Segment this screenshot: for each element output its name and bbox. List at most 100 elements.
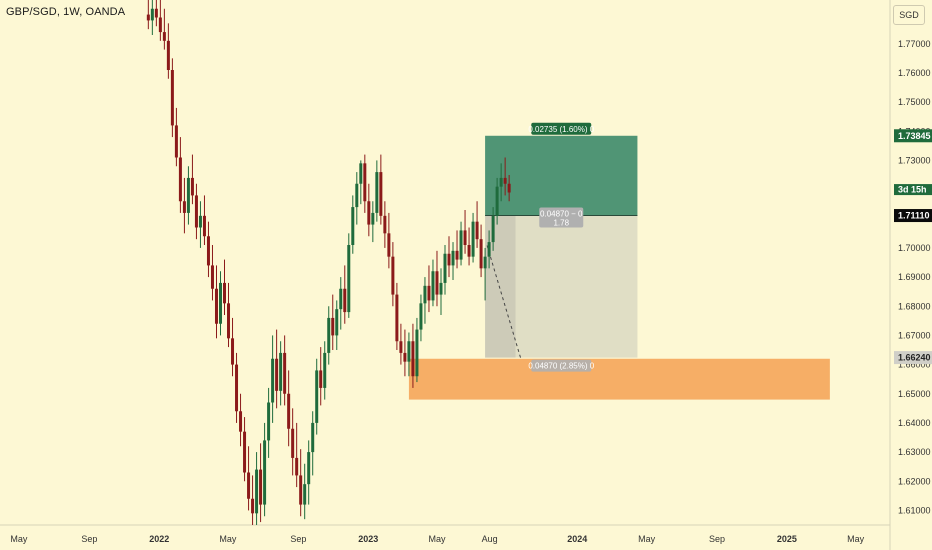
candle-body xyxy=(407,341,411,362)
trend-dashed-line xyxy=(486,245,522,360)
candle-body xyxy=(279,352,283,391)
candle-body xyxy=(359,163,363,184)
candle-body xyxy=(214,288,218,324)
x-tick-label: Sep xyxy=(709,534,725,544)
candle-body xyxy=(166,40,170,70)
candle-body xyxy=(347,245,351,313)
candle-body xyxy=(299,475,303,505)
candle-body xyxy=(399,341,403,353)
candle-body xyxy=(218,282,222,324)
demand-zone xyxy=(408,358,830,400)
y-tick-label: 1.68000 xyxy=(898,301,931,311)
candle-body xyxy=(235,364,239,412)
y-tick-label: 1.61000 xyxy=(898,505,931,515)
candle-body xyxy=(495,186,499,216)
candle-body xyxy=(210,265,214,289)
candle-body xyxy=(227,303,231,339)
candle-body xyxy=(415,329,419,377)
candle-body xyxy=(323,352,327,388)
candle-body xyxy=(271,358,275,403)
candle-body xyxy=(315,370,319,423)
candle-body xyxy=(162,32,166,41)
candle-body xyxy=(275,358,279,391)
stop-label: 0.04870 (2.85%) 0 xyxy=(528,362,594,371)
currency-button[interactable]: SGD xyxy=(893,5,925,25)
x-tick-label: May xyxy=(847,534,865,544)
x-tick-label: May xyxy=(10,534,28,544)
candle-body xyxy=(351,207,355,245)
candle-body xyxy=(383,215,387,234)
candle-body xyxy=(471,221,475,257)
y-tick-label: 1.63000 xyxy=(898,447,931,457)
candle-body xyxy=(243,431,247,473)
candle-body xyxy=(391,256,395,295)
y-tick-label: 1.77000 xyxy=(898,39,931,49)
candle-body xyxy=(202,215,206,237)
x-tick-label: 2025 xyxy=(777,534,797,544)
candle-body xyxy=(395,294,399,342)
candle-body xyxy=(327,317,331,353)
y-tick-label: 1.69000 xyxy=(898,272,931,282)
candle-body xyxy=(367,201,371,225)
stop-zone xyxy=(485,215,638,358)
ratio-label-2: 1.78 xyxy=(553,219,569,228)
candle-body xyxy=(259,469,263,505)
candle-body xyxy=(451,250,455,266)
candle-body xyxy=(503,177,507,184)
candle-body xyxy=(150,8,154,21)
candle-body xyxy=(447,253,451,266)
x-tick-label: 2022 xyxy=(149,534,169,544)
candle-body xyxy=(331,317,335,336)
candle-body xyxy=(483,256,487,269)
price-tag-bg xyxy=(894,209,932,223)
candle-body xyxy=(255,469,259,514)
target-label-bg xyxy=(531,122,592,135)
candle-body xyxy=(435,271,439,295)
price-tag-bg xyxy=(894,184,932,196)
candle-body xyxy=(355,183,359,208)
price-tag-label: 1.66240 xyxy=(898,353,931,363)
candle-body xyxy=(291,428,295,458)
candle-body xyxy=(239,411,243,432)
elapsed-zone xyxy=(485,215,516,358)
candle-body xyxy=(194,195,198,228)
candle-body xyxy=(307,452,311,485)
candle-body xyxy=(295,457,299,476)
y-tick-label: 1.73000 xyxy=(898,155,931,165)
x-tick-label: Sep xyxy=(81,534,97,544)
candle-body xyxy=(371,212,375,225)
candle-body xyxy=(403,352,407,362)
candle-body xyxy=(335,309,339,336)
candle-body xyxy=(311,422,315,453)
x-tick-label: May xyxy=(219,534,237,544)
candle-body xyxy=(158,17,162,33)
candle-body xyxy=(186,177,190,213)
candle-body xyxy=(170,70,174,126)
candle-body xyxy=(455,250,459,260)
candle-body xyxy=(303,484,307,505)
candle-body xyxy=(387,233,391,257)
x-tick-label: 2024 xyxy=(567,534,587,544)
candle-body xyxy=(146,14,150,21)
y-tick-label: 1.67000 xyxy=(898,330,931,340)
y-tick-label: 1.64000 xyxy=(898,418,931,428)
candle-body xyxy=(247,472,251,499)
candle-body xyxy=(491,215,495,243)
candle-body xyxy=(423,285,427,304)
candle-body xyxy=(475,221,479,240)
candle-body xyxy=(499,177,503,187)
price-tag-label: 1.73845 xyxy=(898,131,931,141)
candle-body xyxy=(231,338,235,365)
x-tick-label: Sep xyxy=(290,534,306,544)
y-tick-label: 1.66000 xyxy=(898,360,931,370)
stop-label-bg xyxy=(531,359,592,372)
x-tick-label: 2023 xyxy=(358,534,378,544)
symbol-title[interactable]: GBP/SGD, 1W, OANDA xyxy=(6,6,126,18)
candle-body xyxy=(251,498,255,514)
candle-body xyxy=(379,172,383,216)
candle-body xyxy=(267,402,271,441)
candle-body xyxy=(463,230,467,245)
x-tick-label: May xyxy=(638,534,656,544)
